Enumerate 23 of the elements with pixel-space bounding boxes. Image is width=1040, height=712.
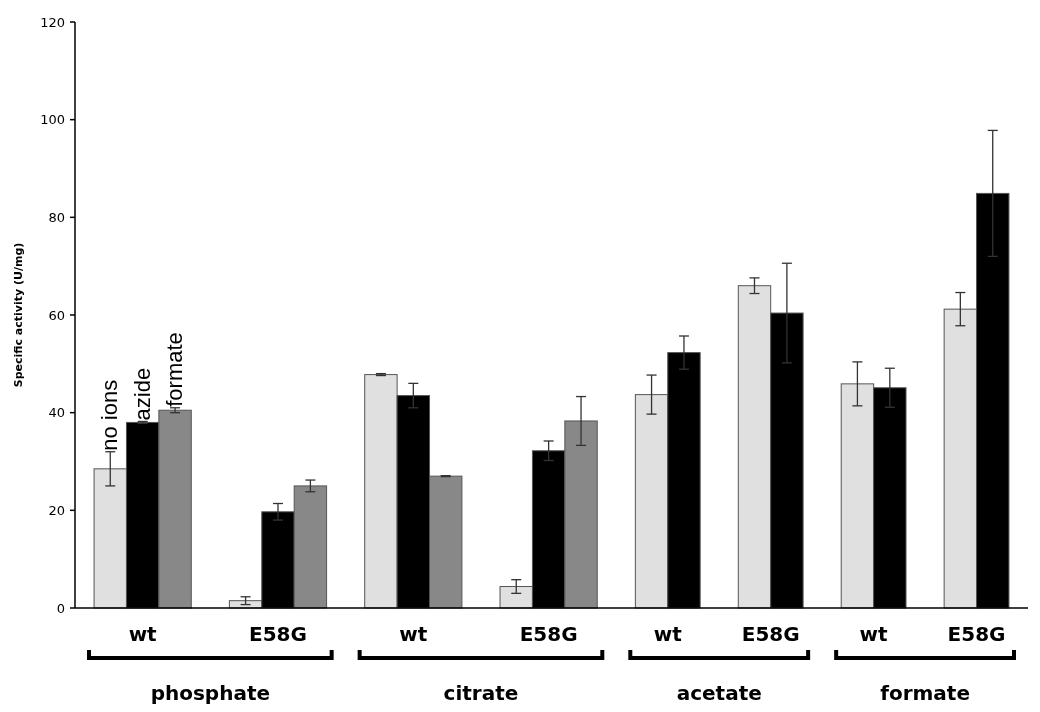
y-tick-label: 20 <box>48 502 65 518</box>
x-tick-label: wt <box>859 622 889 646</box>
x-tick-label: wt <box>653 622 683 646</box>
x-tick-label: E58G <box>519 622 578 646</box>
x-tick-label: E58G <box>249 622 307 646</box>
y-tick-label: 80 <box>48 209 65 225</box>
text: no ions <box>97 379 123 451</box>
y-tick-label: 40 <box>48 405 65 421</box>
text: formate <box>162 332 188 407</box>
y-tick-label: 60 <box>48 307 65 323</box>
x-tick-label: wt <box>399 622 428 646</box>
x-tick-label: wt <box>128 622 158 646</box>
y-axis-title: Specific activity (U/mg) <box>12 242 25 388</box>
text: phosphate <box>150 681 271 705</box>
y-tick-label: 100 <box>40 112 65 128</box>
x-tick-label: E58G <box>947 622 1006 646</box>
y-tick-label: 0 <box>56 600 65 616</box>
text: formate <box>880 681 970 705</box>
y-tick-label: 120 <box>40 14 65 30</box>
x-tick-label: E58G <box>741 622 800 646</box>
text: acetate <box>676 681 762 705</box>
text: citrate <box>443 681 519 705</box>
text: azide <box>129 367 155 421</box>
